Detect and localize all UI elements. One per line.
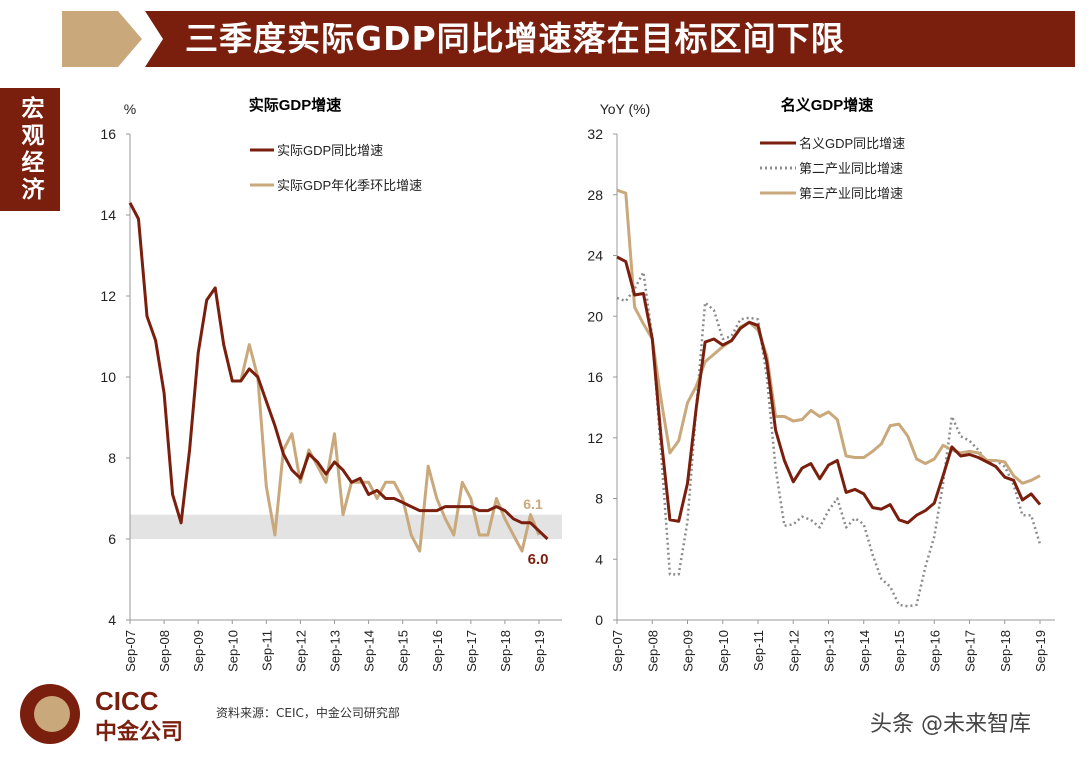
annotation-qoq: 6.1 <box>523 496 543 512</box>
y-tick-label: 10 <box>100 369 116 385</box>
x-tick-label: Sep-09 <box>681 630 696 672</box>
y-tick-label: 16 <box>100 126 116 142</box>
y-tick-label: 20 <box>587 308 603 324</box>
annotation-yoy: 6.0 <box>528 551 549 568</box>
x-tick-label: Sep-12 <box>293 630 308 672</box>
chart-title: 名义GDP增速 <box>781 96 874 114</box>
legend-label: 第三产业同比增速 <box>799 186 903 201</box>
cicc-logo-inner <box>34 696 70 732</box>
x-tick-label: Sep-19 <box>1033 630 1048 672</box>
x-tick-label: Sep-11 <box>751 630 766 671</box>
y-tick-label: 0 <box>595 612 603 628</box>
y-tick-label: 6 <box>108 531 116 547</box>
source-note: 资料来源：CEIC，中金公司研究部 <box>216 706 400 720</box>
header-bar <box>145 11 1075 67</box>
y-tick-label: 32 <box>587 126 603 142</box>
y-axis-label: % <box>124 101 136 117</box>
x-tick-label: Sep-10 <box>716 630 731 672</box>
y-tick-label: 14 <box>100 207 116 223</box>
y-tick-label: 4 <box>108 612 116 628</box>
x-tick-label: Sep-07 <box>610 630 625 672</box>
x-tick-label: Sep-17 <box>464 630 479 672</box>
x-tick-label: Sep-17 <box>963 630 978 672</box>
x-tick-label: Sep-09 <box>191 630 206 672</box>
nominal-gdp-chart: 名义GDP增速 YoY (%) 0 4 8 12 16 20 24 28 32 Sep-07 Sep-0… <box>587 96 1055 672</box>
x-tick-label: Sep-14 <box>362 630 377 672</box>
x-tick-label: Sep-18 <box>998 630 1013 672</box>
y-tick-label: 24 <box>587 248 603 264</box>
legend-label: 名义GDP同比增速 <box>799 136 905 151</box>
target-range-band <box>130 514 562 539</box>
x-tick-label: Sep-15 <box>396 630 411 672</box>
series-line-1 <box>616 270 1042 608</box>
x-tick-label: Sep-10 <box>225 630 240 672</box>
x-tick-label: Sep-07 <box>123 630 138 672</box>
series-line-1 <box>239 343 541 553</box>
x-tick-label: Sep-08 <box>645 630 660 672</box>
x-tick-label: Sep-14 <box>857 630 872 672</box>
x-tick-label: Sep-15 <box>892 630 907 672</box>
y-axis-label: YoY (%) <box>600 101 651 117</box>
y-tick-label: 8 <box>108 450 116 466</box>
y-tick-label: 12 <box>100 288 116 304</box>
logo-text-en: CICC <box>95 686 159 716</box>
x-tick-label: Sep-16 <box>927 630 942 672</box>
legend-label: 实际GDP年化季环比增速 <box>277 178 422 193</box>
x-tick-label: Sep-11 <box>259 630 274 671</box>
series-line-2 <box>616 188 1041 485</box>
legend-label: 实际GDP同比增速 <box>277 143 383 158</box>
x-tick-label: Sep-13 <box>822 630 837 672</box>
page-title: 三季度实际GDP同比增速落在目标区间下限 <box>185 19 845 58</box>
x-tick-label: Sep-08 <box>157 630 172 672</box>
y-tick-label: 28 <box>587 187 603 203</box>
x-tick-label: Sep-18 <box>498 630 513 672</box>
series-line-0 <box>616 255 1042 525</box>
x-tick-label: Sep-13 <box>328 630 343 672</box>
x-tick-label: Sep-12 <box>786 630 801 672</box>
logo-text-cn: 中金公司 <box>95 720 184 745</box>
section-tab: 宏观经济 <box>0 88 60 211</box>
x-tick-label: Sep-19 <box>532 630 547 672</box>
y-tick-label: 16 <box>587 369 603 385</box>
x-tick-label: Sep-16 <box>430 630 445 672</box>
header-arrow-decoration <box>62 11 142 67</box>
y-tick-label: 8 <box>595 491 603 507</box>
series-line-0 <box>128 202 549 541</box>
legend-label: 第二产业同比增速 <box>799 161 903 176</box>
y-tick-label: 12 <box>587 430 603 446</box>
real-gdp-chart: 实际GDP增速% 4 6 8 10 12 14 16 Sep-07 Sep-08 Sep-09 Sep… <box>100 96 562 672</box>
watermark: 头条 @未来智库 <box>870 712 1031 737</box>
chart-title: 实际GDP增速 <box>249 96 342 114</box>
y-tick-label: 4 <box>595 551 603 567</box>
